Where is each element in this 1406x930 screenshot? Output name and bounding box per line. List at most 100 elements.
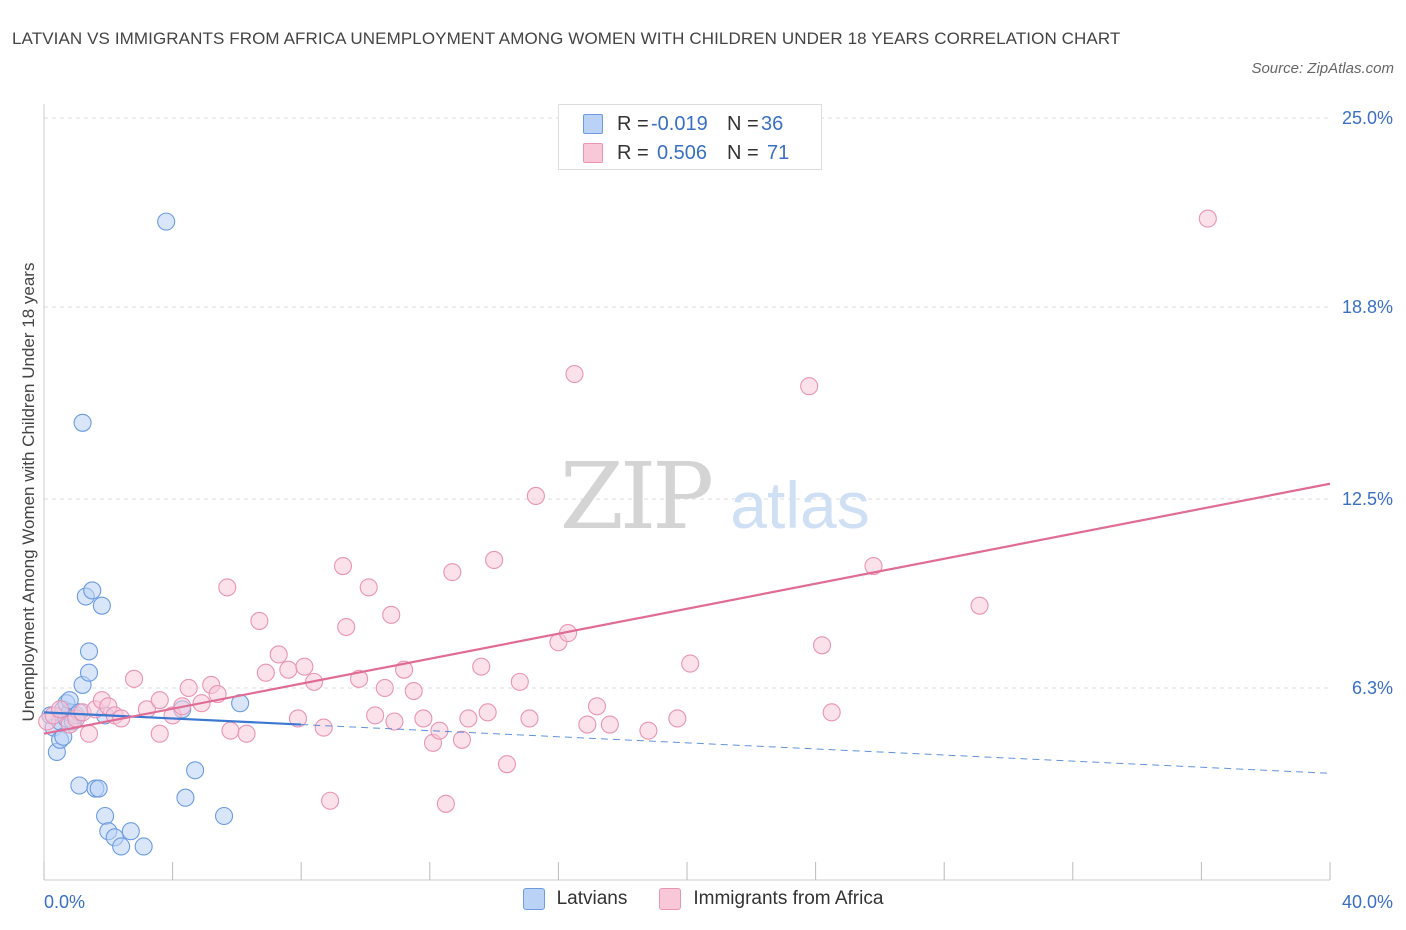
latvians-trend-extension (301, 724, 1331, 774)
africa-point (864, 557, 883, 576)
africa-point (295, 657, 314, 676)
legend-item-latvians[interactable]: Latvians (522, 888, 628, 910)
y-tick-label: 25.0% (1342, 108, 1393, 128)
africa-point (459, 709, 478, 728)
legend-n-label: N = (727, 141, 759, 164)
africa-point (218, 578, 237, 597)
axis-layer (43, 104, 1331, 881)
x-tick-label: 40.0% (1342, 892, 1393, 912)
africa-point (350, 669, 369, 688)
latvians-point (79, 642, 99, 661)
latvians-point (186, 761, 205, 780)
africa-point (800, 377, 819, 396)
africa-point (366, 706, 385, 725)
legend-row-africa: R = 0.506 N = 71 (583, 138, 789, 168)
africa-point (250, 611, 269, 630)
y-axis-label: Unemployment Among Women with Children U… (19, 263, 38, 722)
y-tick-label: 6.3% (1352, 678, 1393, 698)
legend-swatch-africa (583, 143, 603, 163)
source-label: Source: ZipAtlas.com (1251, 60, 1394, 77)
africa-point (452, 730, 472, 749)
latvians-point (83, 581, 102, 600)
africa-point (51, 700, 70, 719)
watermark-zip: ZIP (560, 443, 711, 550)
series-legend: Latvians Immigrants from Africa (0, 888, 1406, 910)
legend-n-value: 71 (767, 141, 790, 164)
latvians-point (176, 788, 195, 807)
latvians-point (134, 837, 153, 856)
africa-trend-line (43, 482, 1331, 735)
africa-point (639, 721, 658, 740)
x-tick-label: 0.0% (44, 892, 85, 912)
africa-point (970, 596, 989, 615)
grid-layer (44, 117, 1330, 689)
y-tick-label: 12.5% (1342, 489, 1393, 509)
latvians-point (121, 822, 140, 841)
africa-point (600, 715, 619, 734)
africa-point (443, 563, 462, 582)
tick-labels: 6.3% 12.5% 18.8% 25.0% 0.0% 40.0% (44, 108, 1393, 912)
legend-row-latvians: R = -0.019 N = 36 (583, 109, 783, 139)
legend-swatch-africa (659, 888, 682, 910)
africa-point (314, 718, 333, 737)
legend-n-value: 36 (761, 112, 784, 135)
correlation-legend: R = -0.019 N = 36 R = 0.506 N = 71 (558, 104, 822, 170)
africa-point (382, 605, 401, 624)
africa-point (150, 724, 169, 743)
africa-point (414, 709, 433, 728)
africa-point (485, 550, 504, 570)
latvians-point (96, 806, 115, 826)
africa-point (565, 364, 584, 384)
africa-point (520, 709, 539, 728)
africa-point (288, 709, 308, 728)
africa-point (1198, 209, 1217, 228)
africa-point (681, 654, 700, 673)
africa-point (337, 617, 356, 637)
points-layer (38, 209, 1217, 856)
legend-r-label: R = (617, 141, 649, 164)
legend-r-value: 0.506 (657, 141, 708, 164)
watermark: ZIP atlas (560, 443, 870, 550)
africa-point (472, 657, 491, 676)
africa-point (359, 578, 378, 597)
africa-point (578, 715, 597, 734)
africa-point (822, 703, 841, 722)
africa-point (668, 709, 687, 728)
legend-swatch-latvians (522, 888, 545, 910)
latvians-point (157, 212, 176, 231)
africa-point (237, 724, 256, 743)
africa-point (436, 794, 455, 813)
africa-point (404, 681, 423, 701)
africa-point (124, 669, 144, 688)
legend-n-label: N = (727, 112, 759, 135)
legend-r-value: -0.019 (651, 112, 708, 135)
latvians-point (73, 413, 92, 432)
latvians-point (214, 806, 234, 826)
latvians-trend-line (43, 711, 302, 726)
africa-point (812, 636, 832, 655)
latvians-point (112, 837, 131, 856)
africa-point (221, 721, 240, 740)
legend-label-latvians: Latvians (556, 888, 628, 909)
latvians-point (70, 776, 89, 795)
africa-point (321, 791, 340, 810)
africa-point (79, 724, 99, 743)
chart-title: LATVIAN VS IMMIGRANTS FROM AFRICA UNEMPL… (12, 29, 1121, 48)
y-tick-label: 18.8% (1342, 297, 1393, 317)
watermark-atlas: atlas (730, 468, 869, 542)
africa-point (179, 678, 198, 698)
trend-layer (43, 482, 1331, 774)
africa-point (385, 712, 404, 731)
legend-label-africa: Immigrants from Africa (693, 888, 884, 909)
legend-r-label: R = (617, 112, 649, 135)
latvians-point (92, 596, 111, 615)
africa-point (526, 486, 545, 506)
legend-item-africa[interactable]: Immigrants from Africa (659, 888, 883, 910)
latvians-point (79, 663, 99, 682)
africa-point (333, 557, 353, 576)
legend-swatch-latvians (583, 114, 603, 134)
africa-point (269, 645, 288, 664)
africa-point (279, 660, 298, 679)
africa-point (150, 691, 169, 710)
